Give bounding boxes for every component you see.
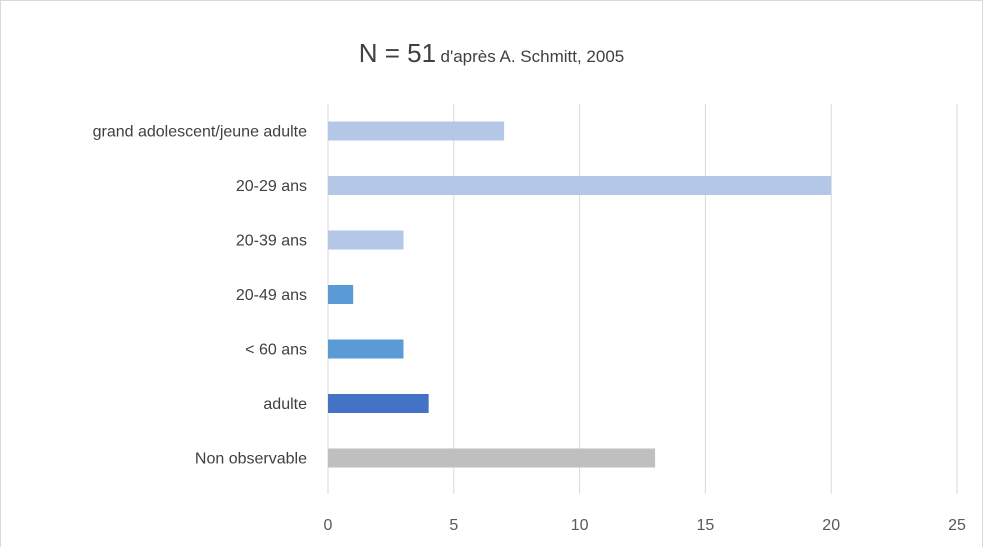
category-label: 20-49 ans: [236, 287, 307, 304]
bar: [328, 394, 429, 413]
category-label: grand adolescent/jeune adulte: [93, 124, 307, 141]
category-label: Non observable: [195, 451, 307, 468]
bar: [328, 121, 505, 141]
category-label: < 60 ans: [245, 342, 307, 359]
chart-title-sub: d'après A. Schmitt, 2005: [440, 47, 625, 66]
x-tick-label: 5: [449, 517, 458, 534]
x-tick-label: 10: [571, 517, 589, 534]
chart-title-main: N = 51: [358, 38, 437, 68]
bar: [328, 176, 832, 195]
category-label: 20-39 ans: [236, 233, 307, 250]
category-label: 20-29 ans: [236, 178, 307, 195]
bar: [328, 230, 404, 250]
x-tick-label: 25: [948, 517, 966, 534]
bar: [328, 448, 656, 468]
category-label: adulte: [263, 396, 307, 413]
bar: [328, 339, 404, 359]
x-tick-label: 15: [697, 517, 715, 534]
chart-title: N = 51 d'après A. Schmitt, 2005: [0, 38, 983, 69]
x-tick-label: 0: [324, 517, 333, 534]
x-tick-label: 20: [822, 517, 840, 534]
bar: [328, 285, 354, 304]
